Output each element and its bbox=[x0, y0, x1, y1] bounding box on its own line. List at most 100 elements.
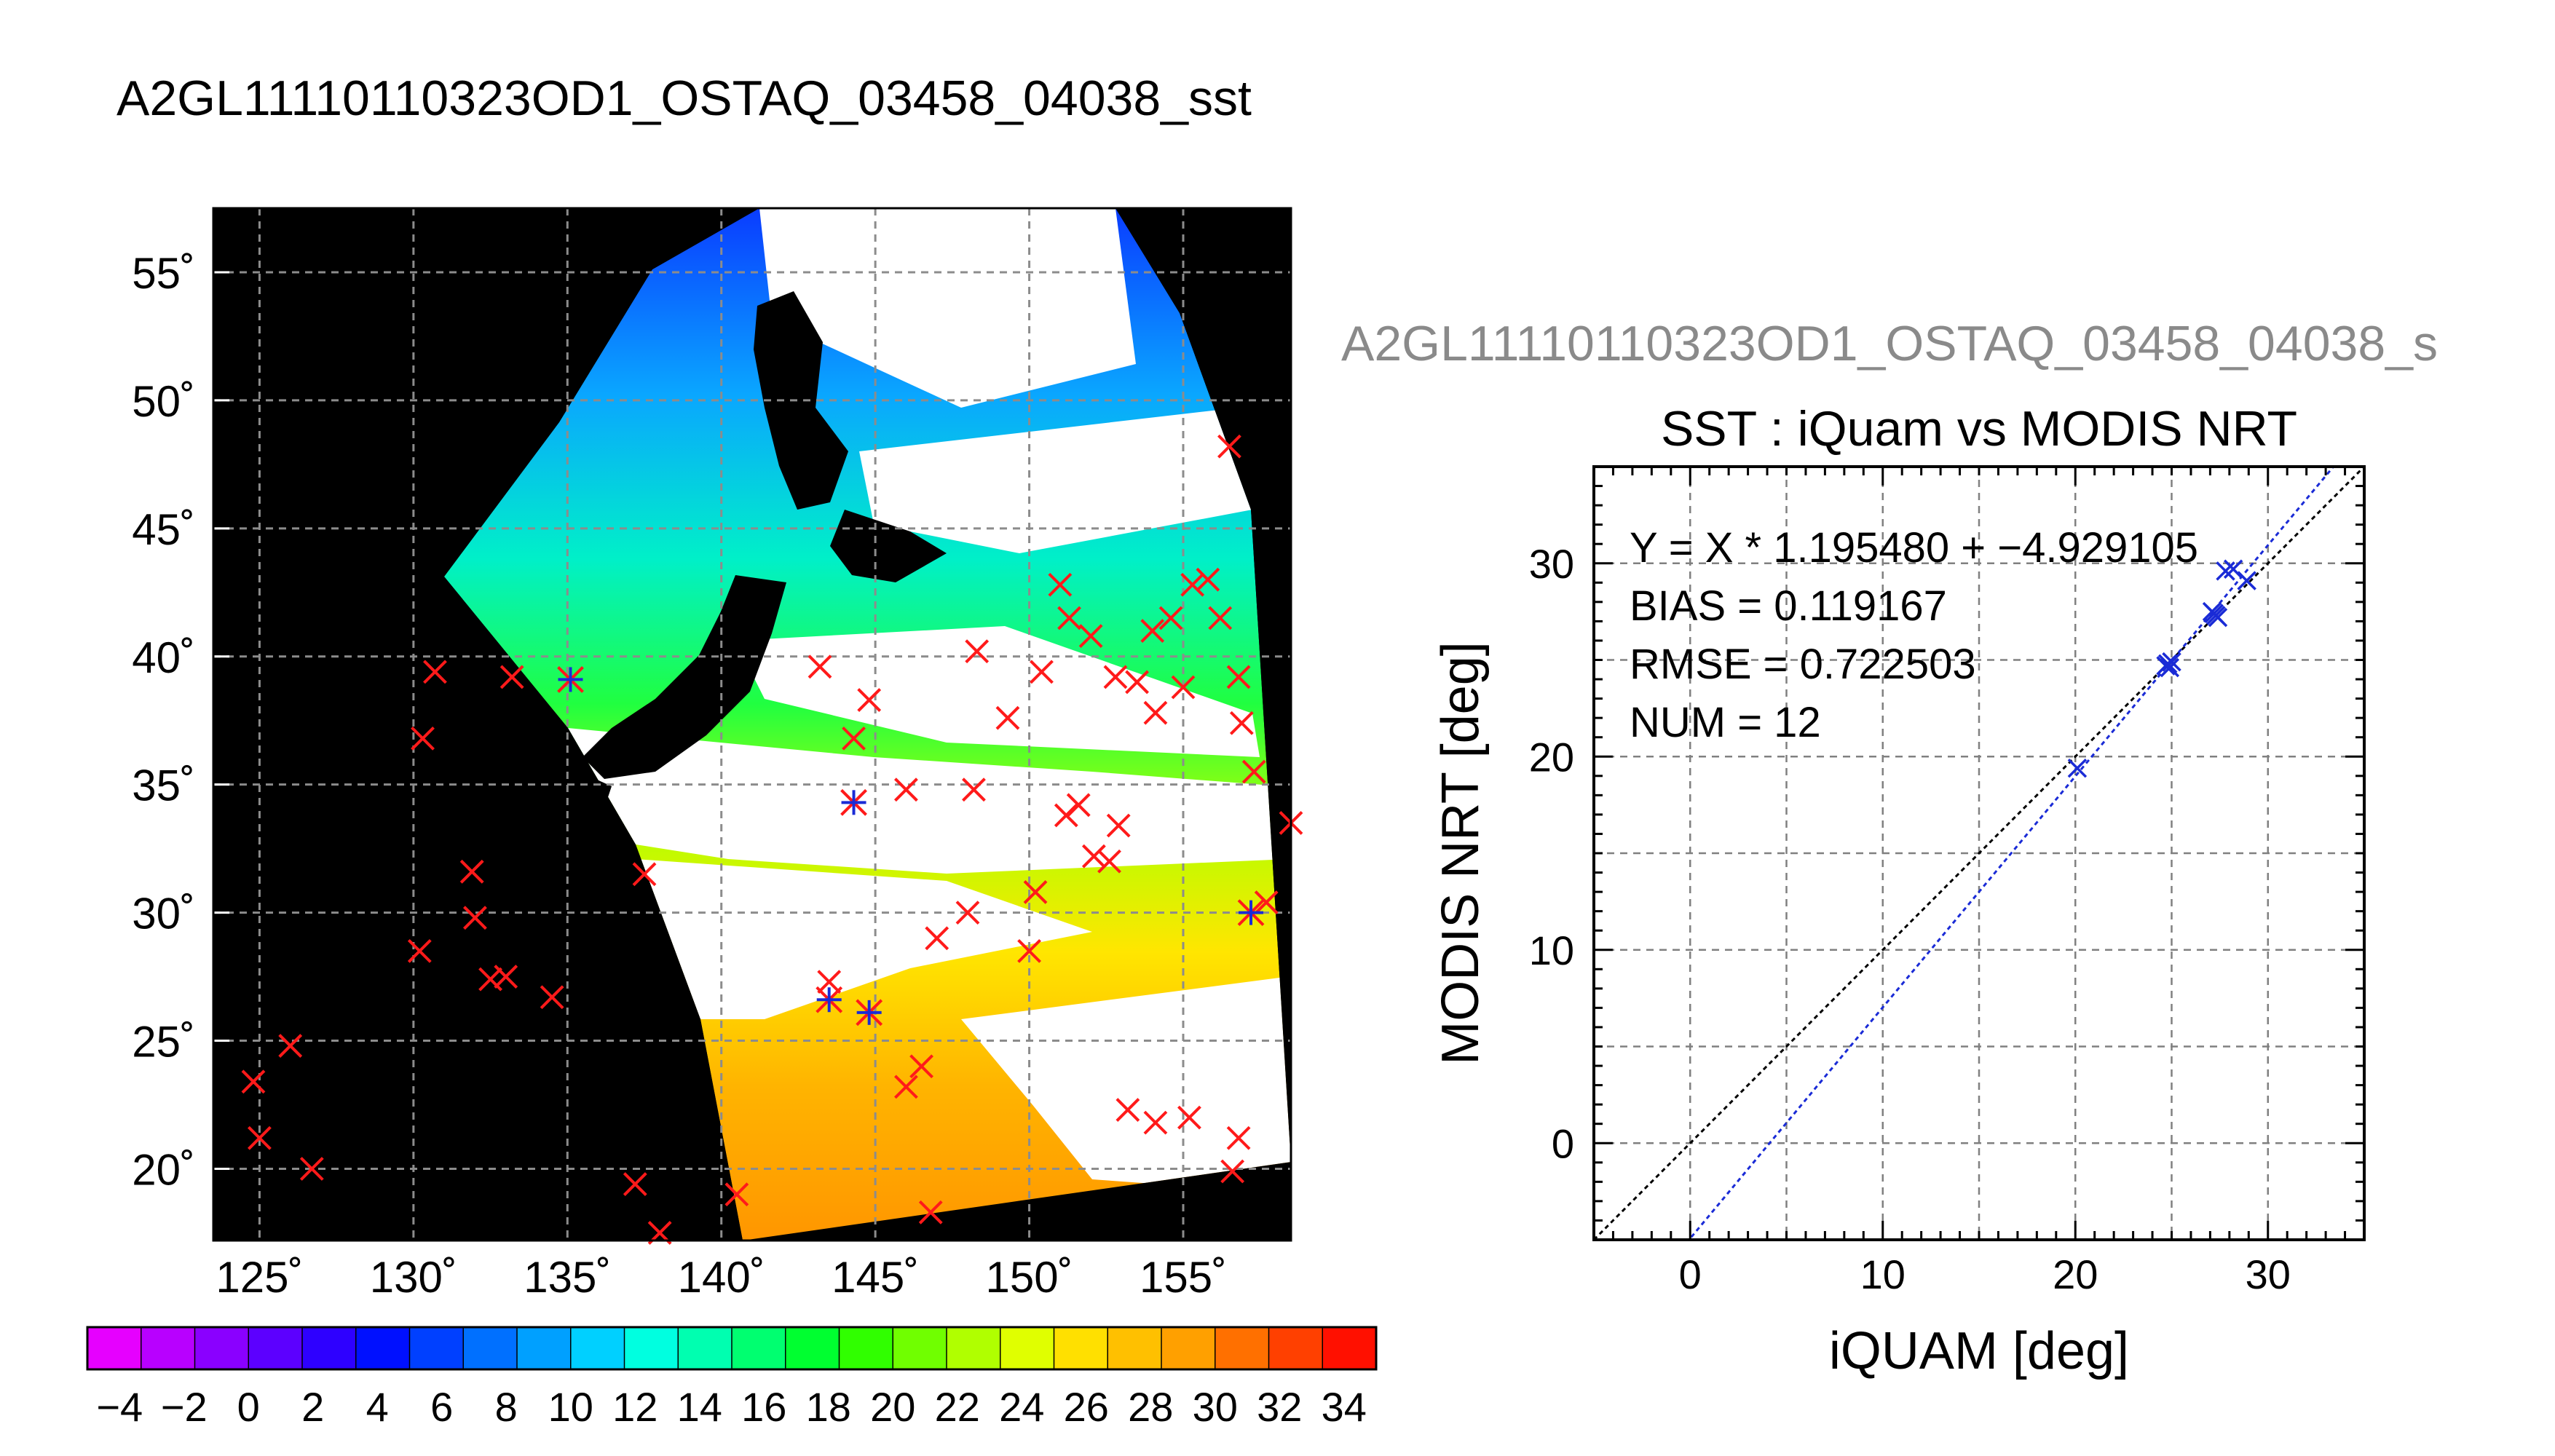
colorbar-swatch bbox=[302, 1327, 357, 1369]
obs-marker bbox=[1106, 813, 1131, 838]
lat-tick-label: 50˚ bbox=[132, 377, 195, 426]
matchup-marker bbox=[557, 666, 584, 693]
rmse-value: RMSE = 0.722503 bbox=[1630, 641, 1976, 688]
obs-marker bbox=[1158, 606, 1183, 630]
obs-marker bbox=[1140, 619, 1165, 643]
colorbar-label: 6 bbox=[430, 1384, 453, 1430]
obs-marker bbox=[807, 654, 832, 679]
lat-tick-label: 25˚ bbox=[132, 1018, 195, 1067]
lat-tick-label: 20˚ bbox=[132, 1145, 195, 1194]
lon-tick-label: 145˚ bbox=[832, 1253, 919, 1302]
obs-marker bbox=[423, 660, 447, 684]
lat-tick-label: 55˚ bbox=[132, 249, 195, 298]
colorbar-swatch bbox=[1268, 1327, 1323, 1369]
colorbar-label: 30 bbox=[1193, 1384, 1238, 1430]
obs-marker bbox=[1180, 572, 1205, 597]
obs-marker bbox=[1081, 844, 1106, 869]
obs-marker bbox=[1143, 1110, 1168, 1135]
obs-marker bbox=[459, 859, 484, 884]
colorbar-swatch bbox=[141, 1327, 196, 1369]
y-tick-label: 20 bbox=[1529, 734, 1574, 780]
obs-marker bbox=[1125, 670, 1149, 695]
land-west bbox=[213, 208, 759, 1241]
x-tick-labels: 0 10 20 30 bbox=[1679, 1251, 2291, 1297]
obs-marker bbox=[1254, 890, 1279, 914]
colorbar-swatch bbox=[947, 1327, 1001, 1369]
obs-marker bbox=[925, 926, 949, 951]
x-tick-label: 30 bbox=[2246, 1251, 2291, 1297]
obs-marker bbox=[1103, 665, 1128, 689]
scatter-point bbox=[2157, 654, 2178, 674]
scatter-point bbox=[2223, 559, 2243, 579]
colorbar-swatch bbox=[893, 1327, 947, 1369]
colorbar-swatch bbox=[463, 1327, 518, 1369]
colorbar-swatch bbox=[570, 1327, 625, 1369]
colorbar-label: 16 bbox=[741, 1384, 786, 1430]
obs-marker bbox=[842, 726, 866, 751]
obs-marker bbox=[278, 1034, 303, 1058]
colorbar-swatches bbox=[87, 1327, 1377, 1369]
obs-marker bbox=[1143, 700, 1168, 725]
cloud-patch bbox=[636, 859, 1092, 1019]
colorbar-label: 0 bbox=[237, 1384, 260, 1430]
obs-marker bbox=[1023, 880, 1048, 904]
outside-swath-east bbox=[1115, 208, 1291, 1162]
scatter-point bbox=[2162, 652, 2181, 672]
x-tick-label: 20 bbox=[2053, 1251, 2098, 1297]
cloud-patch bbox=[759, 208, 1136, 408]
obs-marker bbox=[995, 705, 1020, 730]
obs-marker bbox=[1017, 938, 1041, 963]
colorbar-swatch bbox=[1322, 1327, 1377, 1369]
colorbar-label: 10 bbox=[548, 1384, 593, 1430]
lon-tick-label: 130˚ bbox=[370, 1253, 457, 1302]
scatter-point bbox=[2160, 657, 2180, 678]
obs-marker bbox=[1226, 665, 1251, 689]
right-title: A2GL11110110323OD1_OSTAQ_03458_04038_s bbox=[1341, 316, 2438, 371]
land-sakhalin bbox=[754, 291, 848, 510]
obs-marker bbox=[499, 665, 524, 689]
colorbar-label: −4 bbox=[96, 1384, 143, 1430]
plot-frame bbox=[1592, 465, 2366, 1241]
colorbar-swatch bbox=[785, 1327, 840, 1369]
obs-marker bbox=[540, 985, 564, 1010]
x-tick-label: 0 bbox=[1679, 1251, 1702, 1297]
cloud-patch bbox=[961, 976, 1291, 1194]
obs-marker bbox=[909, 1054, 933, 1079]
one-to-one-line bbox=[1594, 467, 2364, 1240]
colorbar-swatch bbox=[1054, 1327, 1108, 1369]
obs-marker bbox=[817, 970, 842, 994]
scatter-title: SST : iQuam vs MODIS NRT bbox=[1661, 401, 2297, 456]
obs-marker bbox=[623, 1172, 647, 1197]
lon-tick-label: 150˚ bbox=[986, 1253, 1073, 1302]
sst-map: 55˚ 50˚ 45˚ 40˚ 35˚ 30˚ 25˚ 20˚ 125˚ 130˚ 135˚ 140… bbox=[132, 207, 1303, 1302]
land-honshu bbox=[583, 575, 786, 779]
matchup-marker bbox=[856, 999, 883, 1026]
cloud-cover bbox=[568, 208, 1291, 1194]
colorbar-label: 18 bbox=[806, 1384, 851, 1430]
colorbar-label: −2 bbox=[161, 1384, 208, 1430]
obs-marker bbox=[632, 862, 657, 887]
colorbar-swatch bbox=[355, 1327, 411, 1369]
obs-marker bbox=[494, 965, 518, 989]
obs-marker bbox=[1078, 624, 1103, 649]
colorbar-label: 26 bbox=[1064, 1384, 1109, 1430]
colorbar-label: 14 bbox=[677, 1384, 722, 1430]
lon-tick-label: 125˚ bbox=[216, 1253, 303, 1302]
map-grid bbox=[213, 208, 1291, 1241]
stats-annotations: Y = X * 1.195480 + −4.929105 BIAS = 0.11… bbox=[1630, 524, 2198, 746]
x-tick-label: 10 bbox=[1860, 1251, 1906, 1297]
obs-marker bbox=[1048, 572, 1073, 597]
obs-marker bbox=[1226, 1125, 1251, 1150]
colorbar-swatch bbox=[409, 1327, 464, 1369]
colorbar-frame bbox=[86, 1326, 1378, 1371]
obs-marker bbox=[1066, 793, 1091, 818]
obs-marker bbox=[894, 1075, 918, 1099]
obs-marker bbox=[1196, 567, 1220, 592]
colorbar-swatch bbox=[732, 1327, 786, 1369]
lon-tick-label: 155˚ bbox=[1140, 1253, 1227, 1302]
colorbar-swatch bbox=[87, 1327, 142, 1369]
regression-line bbox=[1687, 467, 2335, 1240]
colorbar-label: 8 bbox=[495, 1384, 518, 1430]
matchup-marker bbox=[816, 986, 843, 1013]
land bbox=[213, 208, 1291, 1241]
